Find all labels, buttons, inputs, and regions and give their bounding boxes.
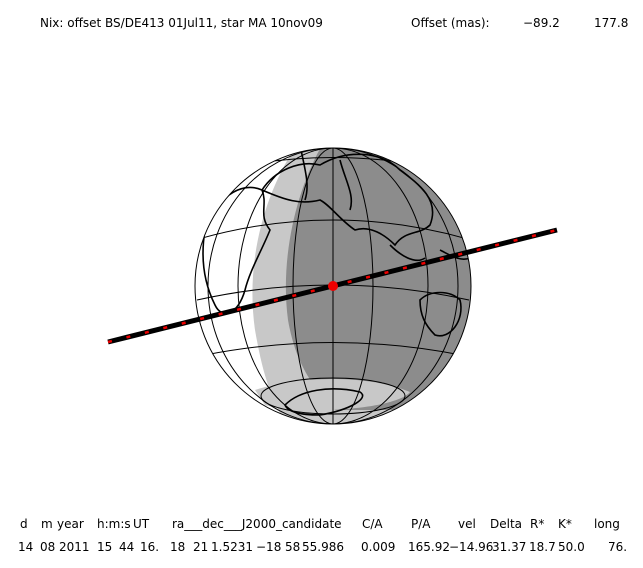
column-header: C/A — [362, 517, 383, 531]
column-header: vel — [458, 517, 476, 531]
column-header: K* — [558, 517, 572, 531]
column-value: 21 — [193, 540, 208, 554]
column-header: Delta — [490, 517, 522, 531]
offset-ra: −89.2 — [523, 16, 560, 30]
column-value: 1.5231 — [211, 540, 253, 554]
column-header: R* — [530, 517, 544, 531]
coastlines — [202, 148, 471, 416]
column-value: 50.0 — [558, 540, 585, 554]
column-header: ra___dec___J2000_candidate — [172, 517, 342, 531]
column-value: −18 — [256, 540, 281, 554]
column-value: −14.96 — [449, 540, 493, 554]
column-header: h:m:s — [97, 517, 131, 531]
column-value: 0.009 — [361, 540, 395, 554]
column-value: 16. — [140, 540, 159, 554]
column-value: 31.37 — [492, 540, 526, 554]
column-value: 08 — [40, 540, 55, 554]
column-value: 18 — [170, 540, 185, 554]
column-value: 76. — [608, 540, 627, 554]
column-header: m — [41, 517, 53, 531]
column-value: 2011 — [59, 540, 90, 554]
column-value: 14 — [18, 540, 33, 554]
column-value: 55.986 — [302, 540, 344, 554]
column-value: 15 — [97, 540, 112, 554]
column-header: P/A — [411, 517, 431, 531]
column-header: year — [57, 517, 84, 531]
column-value: 44 — [119, 540, 134, 554]
title: Nix: offset BS/DE413 01Jul11, star MA 10… — [40, 16, 323, 30]
column-header: d — [20, 517, 28, 531]
column-value: 18.7 — [529, 540, 556, 554]
column-header: long — [594, 517, 620, 531]
column-value: 165.92 — [408, 540, 450, 554]
globe-outline — [194, 147, 472, 425]
closest-approach — [328, 281, 338, 291]
column-value: 58 — [285, 540, 300, 554]
offset-dec: 177.8 — [594, 16, 628, 30]
offset-label: Offset (mas): — [411, 16, 490, 30]
column-header: UT — [133, 517, 150, 531]
